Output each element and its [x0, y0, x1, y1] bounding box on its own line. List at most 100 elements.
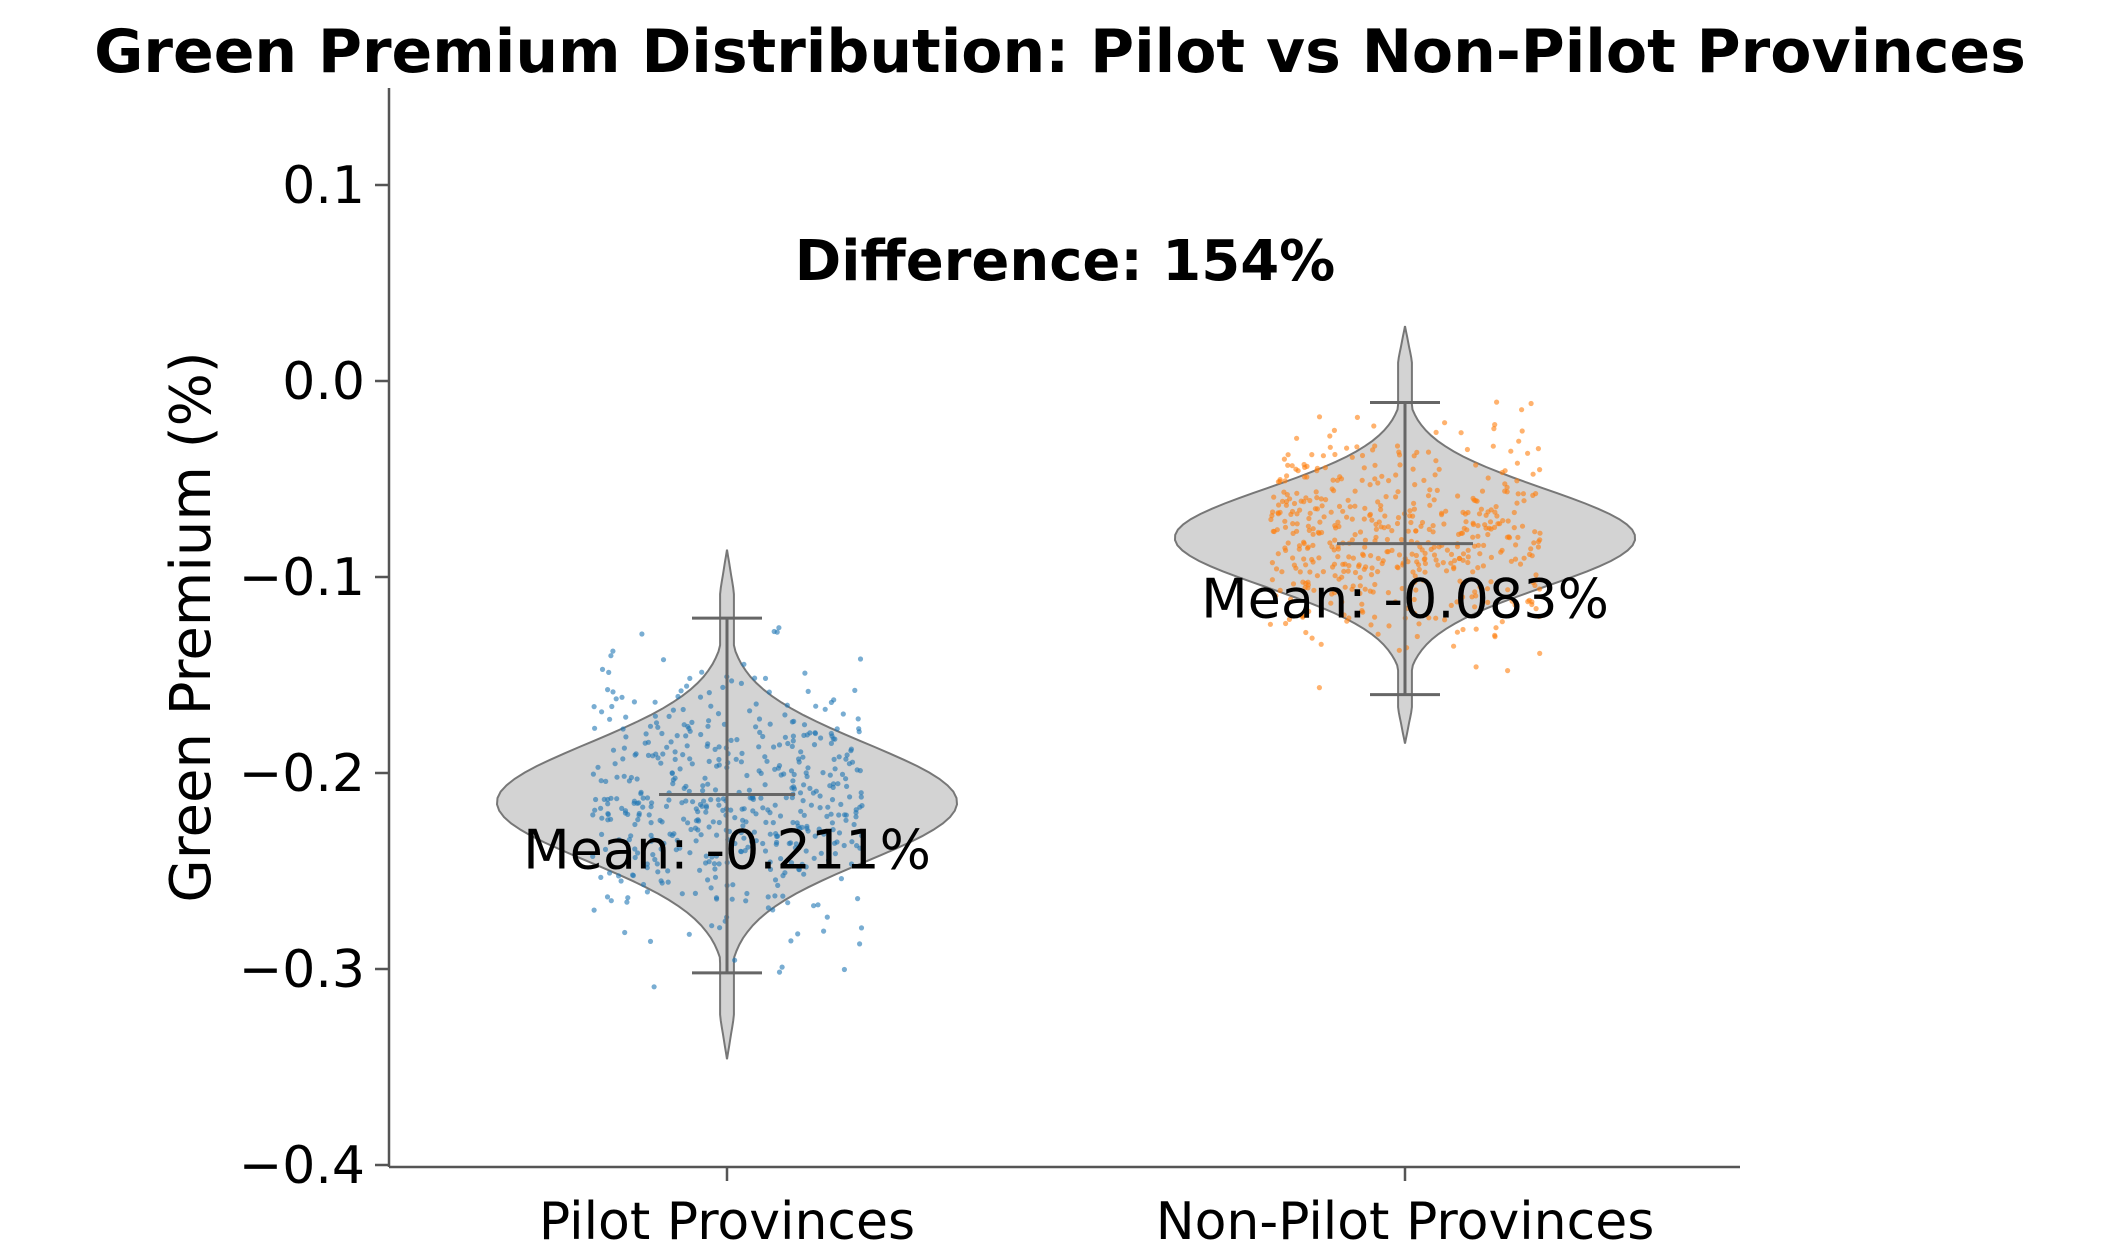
- data-point: [646, 812, 652, 818]
- data-point: [1472, 604, 1478, 610]
- data-point: [1411, 596, 1417, 603]
- data-point: [658, 878, 664, 884]
- data-point: [858, 790, 864, 796]
- data-point: [599, 666, 606, 673]
- data-point: [847, 794, 853, 800]
- data-point: [1350, 583, 1356, 589]
- data-point: [1460, 594, 1466, 600]
- data-point: [1433, 615, 1439, 621]
- data-point: [1443, 568, 1450, 574]
- data-point: [832, 851, 839, 857]
- data-point: [1282, 518, 1288, 524]
- data-point: [590, 853, 596, 860]
- data-point: [836, 812, 842, 818]
- data-point: [1284, 473, 1290, 479]
- data-point: [674, 837, 680, 843]
- data-point: [818, 850, 824, 856]
- data-point: [653, 720, 660, 726]
- data-point: [668, 739, 674, 745]
- data-point: [624, 899, 630, 905]
- data-point: [1392, 599, 1398, 605]
- data-point: [1273, 566, 1280, 572]
- data-point: [1533, 606, 1539, 612]
- data-point: [652, 699, 658, 705]
- data-point: [644, 795, 651, 801]
- data-point: [767, 810, 773, 816]
- data-point: [599, 815, 605, 821]
- data-point: [1282, 478, 1288, 484]
- data-point: [1525, 450, 1531, 456]
- data-point: [1499, 469, 1505, 476]
- data-point: [800, 754, 806, 760]
- data-point: [605, 801, 611, 807]
- data-point: [610, 747, 617, 753]
- data-point: [1335, 519, 1341, 525]
- data-point: [1440, 560, 1446, 566]
- data-point: [746, 787, 753, 793]
- data-point: [1316, 414, 1323, 420]
- data-point: [1382, 513, 1388, 519]
- data-point: [628, 774, 635, 781]
- data-point: [1470, 534, 1476, 540]
- data-point: [1352, 503, 1358, 509]
- data-point: [679, 800, 685, 806]
- data-point: [1335, 554, 1341, 560]
- data-point: [664, 744, 670, 750]
- data-point: [762, 848, 769, 854]
- data-point: [778, 856, 784, 862]
- data-point: [1433, 557, 1439, 563]
- data-point: [693, 818, 700, 824]
- data-point: [1397, 462, 1403, 468]
- data-point: [1273, 593, 1279, 599]
- data-point: [619, 694, 625, 700]
- data-point: [1411, 500, 1417, 506]
- data-point: [1319, 503, 1325, 509]
- data-point: [1395, 515, 1402, 521]
- data-point: [670, 707, 677, 713]
- data-point: [798, 749, 804, 755]
- data-point: [1378, 503, 1384, 509]
- data-point: [1386, 478, 1392, 484]
- data-point: [838, 876, 845, 882]
- data-point: [1301, 556, 1307, 562]
- data-point: [618, 878, 624, 884]
- data-point: [1454, 599, 1460, 605]
- data-point: [666, 797, 672, 803]
- data-point: [738, 848, 744, 855]
- data-point: [705, 877, 711, 883]
- data-point: [648, 832, 654, 839]
- data-point: [670, 781, 676, 787]
- data-point: [757, 729, 763, 736]
- data-point: [1537, 586, 1543, 592]
- data-point: [1451, 643, 1457, 649]
- data-point: [1470, 495, 1476, 501]
- data-point: [1485, 531, 1491, 538]
- data-point: [623, 714, 629, 720]
- data-point: [730, 882, 736, 888]
- data-point: [852, 687, 858, 694]
- data-point: [1372, 581, 1378, 588]
- data-point: [832, 766, 838, 772]
- data-point: [791, 771, 797, 778]
- data-point: [782, 870, 788, 876]
- data-point: [648, 804, 654, 810]
- data-point: [711, 861, 718, 867]
- data-point: [776, 969, 783, 975]
- y-axis-label: Green Premium (%): [159, 351, 224, 902]
- data-point: [798, 808, 804, 814]
- data-point: [741, 835, 747, 841]
- data-point: [732, 957, 738, 963]
- data-point: [1488, 554, 1494, 561]
- data-point: [606, 669, 612, 676]
- data-point: [1320, 569, 1326, 575]
- data-point: [841, 842, 847, 849]
- data-point: [703, 853, 709, 859]
- data-point: [830, 827, 836, 833]
- data-point: [1282, 524, 1289, 530]
- data-point: [1347, 504, 1353, 510]
- data-point: [817, 805, 823, 811]
- data-point: [1412, 573, 1418, 579]
- data-point: [625, 811, 631, 818]
- data-point: [1321, 514, 1327, 520]
- y-tick-label: −0.2: [239, 744, 365, 804]
